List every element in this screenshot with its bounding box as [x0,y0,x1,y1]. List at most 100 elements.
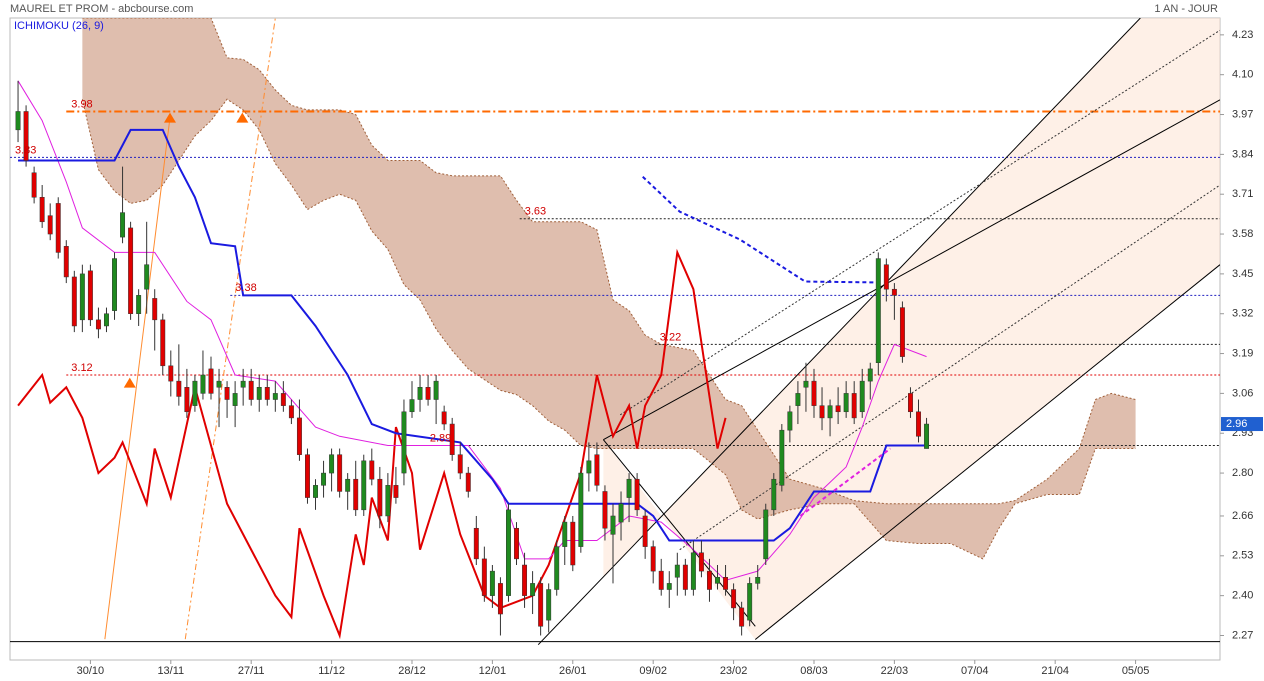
trendline [104,117,171,640]
y-tick-label: 3.58 [1232,228,1253,240]
candle-body [626,478,632,498]
candle-body [385,485,391,517]
candle-body [787,411,793,431]
candle-body [707,570,712,590]
candle-body [634,478,640,511]
trendline [184,18,276,640]
candle-body [345,478,351,492]
candle-body [55,203,61,253]
candle-body [184,387,190,413]
candle-body [104,313,109,327]
y-tick-label: 2.53 [1232,550,1253,562]
candle-body [441,411,447,425]
candle-body [192,380,198,406]
candle-body [883,264,889,290]
candle-body [731,589,737,609]
y-tick-label: 2.80 [1232,467,1253,479]
x-tick-label: 30/10 [77,665,105,677]
candle-body [47,215,53,235]
candle-body [924,423,930,449]
candle-body [425,387,431,400]
y-tick-label: 3.84 [1232,148,1253,160]
marker [236,112,249,123]
candle-body [256,387,262,400]
candle-body [690,552,696,590]
candle-body [473,527,479,560]
candle-body [578,472,584,547]
candle-body [216,380,222,388]
candle-body [522,564,528,596]
candle-body [321,472,327,486]
candle-body [208,368,214,394]
candle-body [739,607,745,627]
candle-body [481,558,487,596]
x-tick-label: 22/03 [881,665,909,677]
candle-body [168,365,174,382]
level-label: 3.38 [235,282,256,294]
period: 1 AN - JOUR [1154,3,1218,15]
candle-body [136,295,142,314]
candle-body [755,577,761,584]
candle-body [240,380,246,388]
y-tick-label: 3.06 [1232,387,1253,399]
candle-body [554,546,560,590]
level-label: 3.83 [15,144,36,156]
candle-body [296,417,302,455]
candle-body [23,111,29,161]
candle-body [899,307,905,357]
indicator: ICHIMOKU (26, 9) [14,20,104,32]
candle-body [63,246,69,278]
candle-body [698,552,704,572]
candle-body [393,485,399,498]
y-tick-label: 2.27 [1232,629,1253,641]
candle-body [112,258,117,311]
y-tick-label: 3.45 [1232,268,1253,280]
y-tick-label: 3.32 [1232,308,1253,320]
candle-body [401,411,407,474]
candle-body [803,380,809,388]
candle-body [546,589,552,621]
candle-body [128,227,134,314]
candle-body [763,509,769,560]
candle-body [682,564,688,590]
candle-body [305,454,310,498]
candle-body [280,393,286,406]
x-tick-label: 08/03 [800,665,828,677]
candle-body [779,429,785,486]
candle-body [723,577,729,590]
x-tick-label: 09/02 [639,665,667,677]
cloud-edge [82,18,1136,505]
candle-body [514,527,519,560]
trendline [602,439,756,627]
candle-body [489,570,495,596]
candle-body [867,368,873,382]
candle-body [160,319,166,367]
y-tick-label: 3.97 [1232,108,1253,120]
candle-body [602,491,608,529]
candle-body [851,393,857,419]
x-tick-label: 07/04 [961,665,989,677]
trendline [603,99,1220,441]
candle-body [642,515,648,547]
y-tick-label: 3.71 [1232,188,1253,200]
x-tick-label: 12/01 [479,665,507,677]
trendline [619,29,1220,416]
candle-body [377,478,383,517]
trendline [679,184,1220,551]
x-tick-label: 28/12 [398,665,426,677]
candle-body [771,478,777,511]
candle-body [465,472,471,492]
candle-body [747,583,753,621]
candle-body [457,454,463,474]
candle-body [650,546,656,572]
x-tick-label: 11/12 [318,665,345,677]
candle-body [594,454,600,486]
candle-body [666,583,672,590]
indicator-line [799,447,891,517]
x-tick-label: 13/11 [157,665,184,677]
indicator-line [18,128,927,542]
candle-body [449,423,455,455]
candle-body [120,212,126,238]
x-tick-label: 27/11 [238,665,265,677]
candle-body [313,485,318,498]
